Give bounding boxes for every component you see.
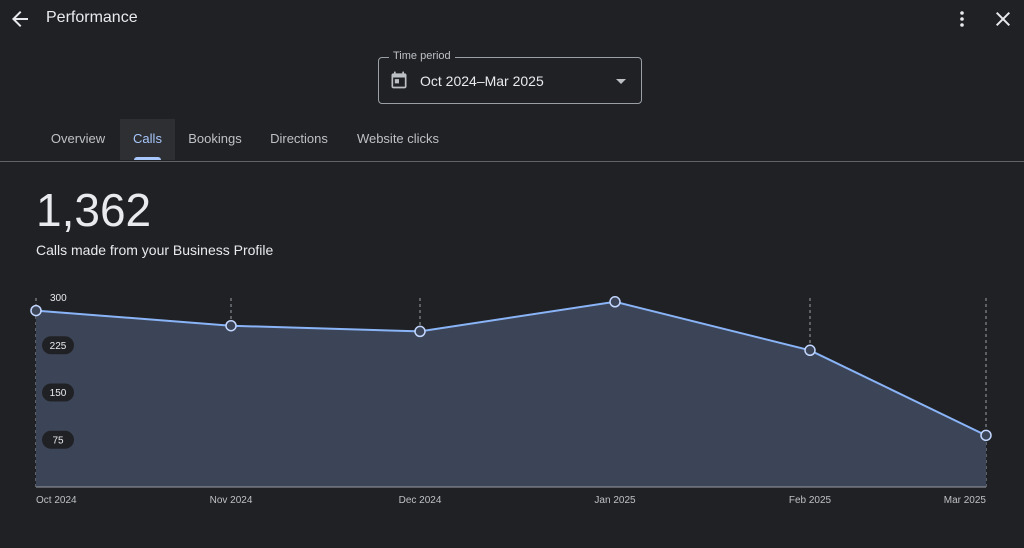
series-line <box>35 300 987 437</box>
tab-label: Bookings <box>188 131 242 146</box>
tab-website-clicks[interactable]: Website clicks <box>343 119 453 160</box>
back-button[interactable] <box>8 7 32 31</box>
metric-value: 1,362 <box>36 184 152 236</box>
page-title: Performance <box>46 9 138 26</box>
data-point <box>609 296 621 308</box>
data-point <box>30 304 42 317</box>
x-tick-label: Nov 2024 <box>210 495 253 506</box>
calendar-icon <box>391 71 407 89</box>
active-tab-indicator <box>134 157 161 160</box>
x-tick-label: Oct 2024 <box>36 495 77 506</box>
tab-label: Calls <box>133 131 162 146</box>
time-period-value: Oct 2024–Mar 2025 <box>420 73 544 89</box>
data-point <box>980 429 992 442</box>
more-vert-icon <box>960 11 964 27</box>
x-tick-label: Mar 2025 <box>944 495 987 506</box>
time-period-select[interactable]: Time period Oct 2024–Mar 2025 <box>378 50 642 104</box>
x-tick-label: Dec 2024 <box>399 495 442 506</box>
calls-area-chart: 75 150 225 300 Oct 2024 Nov 2024 Dec 2024 Jan 2… <box>30 293 992 506</box>
x-tick-label: Jan 2025 <box>594 495 636 506</box>
y-tick-label: 300 <box>50 293 67 304</box>
tab-label: Directions <box>270 131 328 146</box>
tab-bar: Overview Calls Bookings Directions Websi… <box>0 119 1024 162</box>
more-options-button[interactable] <box>950 7 974 31</box>
y-tick-pill <box>42 336 74 355</box>
metric-label: Calls made from your Business Profile <box>36 242 274 258</box>
data-point <box>414 325 426 338</box>
arrow-back-icon <box>12 11 28 27</box>
top-bar: Performance <box>0 0 1024 38</box>
data-point <box>225 319 237 332</box>
arrow-drop-down-icon <box>616 79 626 84</box>
time-period-label: Time period <box>389 50 455 62</box>
close-button[interactable] <box>991 7 1015 31</box>
tab-calls[interactable]: Calls <box>120 119 175 160</box>
area-fill <box>36 301 986 487</box>
x-tick-label: Feb 2025 <box>789 495 832 506</box>
y-tick-label: 150 <box>50 388 67 399</box>
tab-overview[interactable]: Overview <box>36 119 120 160</box>
tab-label: Website clicks <box>356 131 440 146</box>
y-tick-label: 225 <box>50 341 67 352</box>
y-tick-pill <box>42 430 74 449</box>
tab-directions[interactable]: Directions <box>255 119 343 160</box>
close-icon <box>996 12 1010 26</box>
tab-bookings[interactable]: Bookings <box>175 119 255 160</box>
tab-label: Overview <box>50 131 106 146</box>
y-tick-pill <box>42 383 74 402</box>
data-point <box>804 344 816 357</box>
y-tick-label: 75 <box>52 435 64 446</box>
